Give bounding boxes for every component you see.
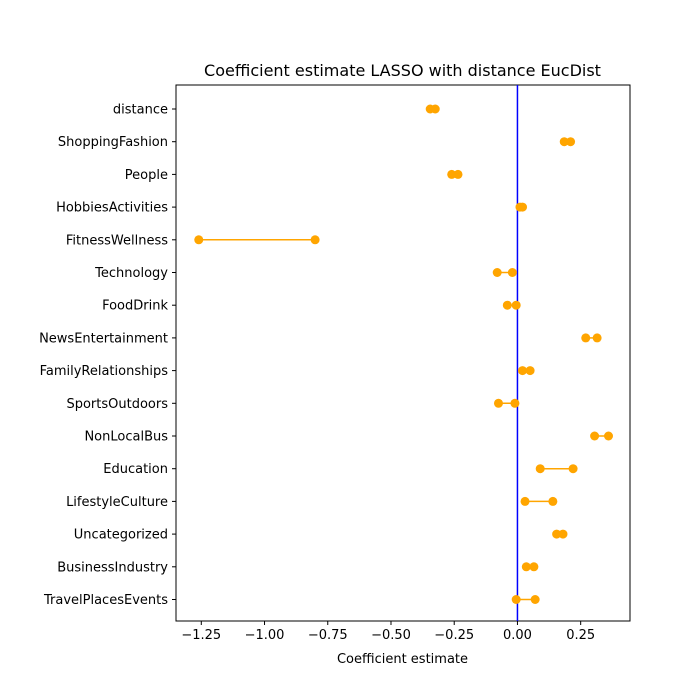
- y-tick-label: FamilyRelationships: [40, 364, 169, 379]
- interval-high-point: [511, 300, 521, 310]
- interval-low-point: [447, 169, 457, 179]
- chart-title: Coefficient estimate LASSO with distance…: [204, 61, 601, 80]
- interval-high-point: [518, 202, 528, 212]
- x-tick-label: 0.00: [503, 628, 532, 643]
- interval-high-point: [430, 104, 440, 114]
- interval-high-point: [310, 235, 320, 245]
- interval-high-point: [525, 366, 535, 376]
- y-tick-label: BusinessIndustry: [57, 560, 168, 575]
- interval-high-point: [604, 431, 614, 441]
- interval-low-point: [552, 529, 562, 539]
- plot-area: [175, 84, 631, 622]
- interval-low-point: [590, 431, 600, 441]
- y-tick-label: ShoppingFashion: [58, 135, 168, 150]
- y-tick-label: LifestyleCulture: [66, 495, 168, 510]
- interval-high-point: [510, 398, 520, 408]
- y-tick-label: People: [125, 168, 168, 183]
- y-tick-label: TravelPlacesEvents: [43, 593, 168, 608]
- y-tick-label: FitnessWellness: [66, 233, 168, 248]
- y-tick-label: Education: [103, 462, 168, 477]
- y-tick-label: Uncategorized: [74, 528, 168, 543]
- x-tick-label: −0.75: [308, 628, 348, 643]
- y-tick-label: HobbiesActivities: [56, 201, 168, 216]
- interval-high-point: [566, 137, 576, 147]
- y-tick-label: NonLocalBus: [84, 430, 168, 445]
- interval-high-point: [529, 562, 539, 572]
- y-tick-label: distance: [113, 103, 168, 118]
- x-tick-label: −0.25: [434, 628, 474, 643]
- interval-high-point: [530, 595, 540, 604]
- x-tick-label: −0.50: [371, 628, 411, 643]
- interval-low-point: [518, 366, 528, 376]
- interval-low-point: [581, 333, 591, 343]
- y-tick-label: Technology: [94, 266, 168, 281]
- x-axis-label: Coefficient estimate: [337, 652, 468, 667]
- y-tick-label: NewsEntertainment: [39, 331, 168, 346]
- y-tick-label: FoodDrink: [102, 299, 168, 314]
- interval-high-point: [558, 529, 568, 539]
- interval-low-point: [520, 496, 530, 506]
- interval-low-point: [535, 464, 545, 474]
- y-tick-label: SportsOutdoors: [66, 397, 168, 412]
- x-tick-label: 0.25: [566, 628, 595, 643]
- marks-layer: [194, 104, 614, 604]
- interval-high-point: [453, 169, 463, 179]
- interval-low-point: [194, 235, 204, 245]
- interval-high-point: [507, 268, 517, 277]
- interval-low-point: [502, 300, 512, 310]
- interval-low-point: [521, 562, 531, 572]
- interval-low-point: [511, 595, 521, 604]
- x-tick-label: −1.25: [181, 628, 221, 643]
- interval-high-point: [568, 464, 578, 474]
- interval-low-point: [492, 268, 502, 277]
- interval-low-point: [493, 398, 503, 408]
- x-tick-label: −1.00: [245, 628, 285, 643]
- interval-low-point: [559, 137, 569, 147]
- interval-high-point: [592, 333, 602, 343]
- y-axis: distance ShoppingFashion People HobbiesActi…: [39, 103, 176, 608]
- interval-high-point: [548, 496, 558, 506]
- x-axis: −1.25 −1.00 −0.75 −0.50 −0.25 0.00 0.25: [181, 621, 595, 643]
